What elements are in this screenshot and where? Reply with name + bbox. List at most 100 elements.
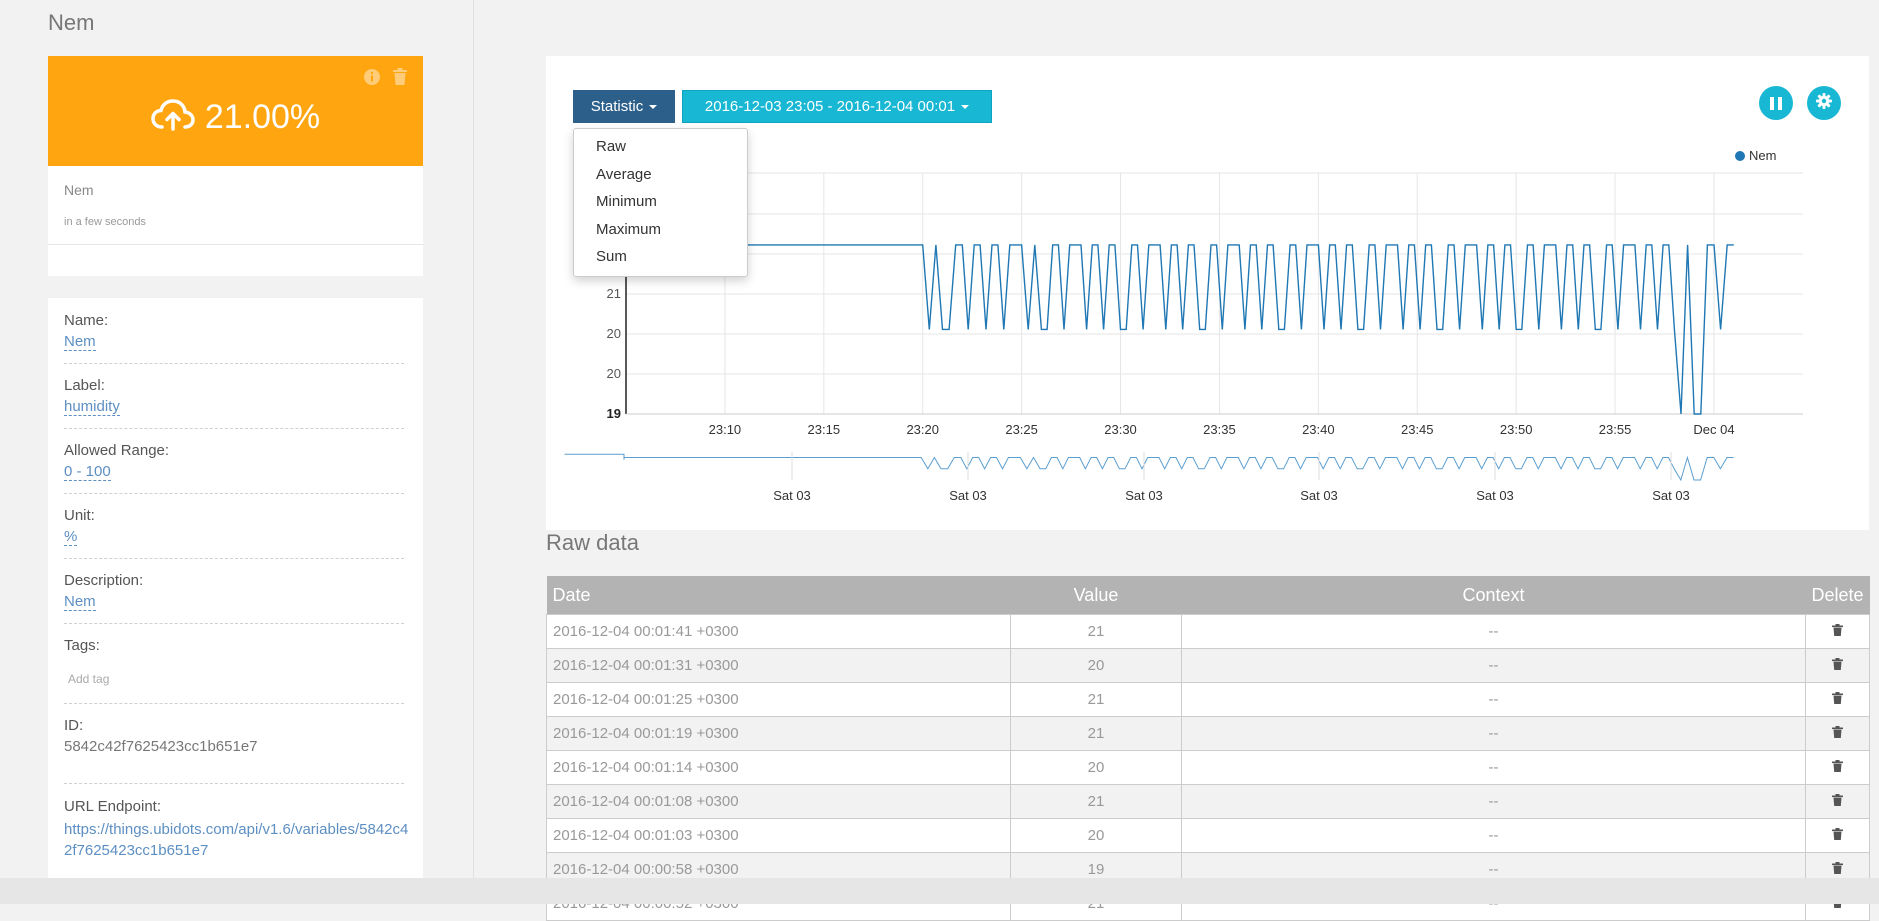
date-range-button[interactable]: 2016-12-03 23:05 - 2016-12-04 00:01 [682,90,992,123]
prop-label: URL Endpoint: [64,798,162,815]
table-row: 2016-12-04 00:01:41 +0300 21 -- [546,614,1870,649]
cell-delete [1805,682,1870,717]
delete-row-trash-icon[interactable] [1832,725,1843,742]
prop-label-field: Label: humidity [64,363,404,429]
cell-date: 2016-12-04 00:01:03 +0300 [546,818,1011,853]
table-row: 2016-12-04 00:01:31 +0300 20 -- [546,648,1870,683]
card-value-row: 21.00% [48,98,423,137]
settings-button[interactable] [1807,86,1841,120]
y-tick-label: 20 [607,366,621,381]
x-tick-label: Dec 04 [1693,422,1734,437]
statistic-label: Statistic [590,98,644,115]
prop-tags: Tags: Add tag [64,623,404,704]
menu-item-raw[interactable]: Raw [596,138,627,155]
cell-delete [1805,614,1870,649]
cell-context: -- [1181,716,1806,751]
left-column [0,0,474,878]
cloud-upload-icon [151,98,195,137]
name-editable[interactable]: Nem [64,333,96,351]
navigator-tick-label: Sat 03 [1652,488,1690,503]
series-line-nem [626,244,1734,415]
cell-date: 2016-12-04 00:01:19 +0300 [546,716,1011,751]
raw-data-title: Raw data [546,530,639,555]
x-tick-label: 23:40 [1302,422,1335,437]
cell-context: -- [1181,784,1806,819]
cell-delete [1805,750,1870,785]
menu-item-average[interactable]: Average [596,165,652,183]
cell-date: 2016-12-04 00:01:14 +0300 [546,750,1011,785]
prop-label: ID: [64,717,84,734]
cell-value: 20 [1010,750,1182,785]
statistic-dropdown-button[interactable]: Statistic [573,90,675,123]
navigator-series [564,453,1734,482]
caret-down-icon [961,104,970,109]
prop-label: Label: [64,377,105,394]
add-tag-input[interactable]: Add tag [68,672,110,686]
cell-context: -- [1181,614,1806,649]
x-tick-label: 23:25 [1005,422,1038,437]
navigator-tick-label: Sat 03 [1125,488,1163,503]
info-icon[interactable] [363,68,381,86]
humidity-line-chart[interactable]: 19 20 20 21 23:10 23:15 23:20 23:25 23:30 23:35 23… [546,56,1869,530]
cell-context: -- [1181,648,1806,683]
x-tick-label: 23:15 [808,422,841,437]
pause-button[interactable] [1759,86,1793,120]
cell-value: 21 [1010,784,1182,819]
cell-value: 20 [1010,648,1182,683]
column-header-delete: Delete [1805,576,1870,615]
navigator-tick-label: Sat 03 [773,488,811,503]
cell-context: -- [1181,750,1806,785]
delete-row-trash-icon[interactable] [1832,827,1843,844]
menu-item-minimum[interactable]: Minimum [596,193,657,210]
cell-date: 2016-12-04 00:01:31 +0300 [546,648,1011,683]
unit-editable[interactable]: % [64,528,78,546]
column-header-date[interactable]: Date [546,576,1011,615]
column-header-context: Context [1181,576,1806,615]
url-endpoint-link[interactable]: https://things.ubidots.com/api/v1.6/vari… [64,821,409,859]
bottom-bar [0,878,1879,904]
prop-label: Unit: [64,507,95,524]
column-header-value[interactable]: Value [1010,576,1182,615]
date-range-label: 2016-12-03 23:05 - 2016-12-04 00:01 [704,98,956,115]
prop-label: Allowed Range: [64,442,170,459]
delete-row-trash-icon[interactable] [1832,793,1843,810]
description-editable[interactable]: Nem [64,593,96,611]
cell-date: 2016-12-04 00:01:08 +0300 [546,784,1011,819]
table-row: 2016-12-04 00:01:08 +0300 21 -- [546,784,1870,819]
cell-delete [1805,648,1870,683]
y-tick-label: 21 [607,286,621,301]
prop-unit: Unit: % [64,493,404,559]
prop-label: Name: [64,312,109,329]
navigator-tick-label: Sat 03 [1300,488,1338,503]
cell-delete [1805,818,1870,853]
raw-data-table: Date Value Context Delete 2016-12-04 00:… [546,576,1870,921]
cell-context: -- [1181,818,1806,853]
delete-row-trash-icon[interactable] [1832,691,1843,708]
table-row: 2016-12-04 00:01:19 +0300 21 -- [546,716,1870,751]
divider [48,244,423,245]
label-editable[interactable]: humidity [64,398,120,416]
prop-name: Name: Nem [64,298,404,364]
last-updated: in a few seconds [64,216,146,228]
x-tick-label: 23:45 [1401,422,1434,437]
cell-value: 21 [1010,716,1182,751]
navigator-tick-label: Sat 03 [949,488,987,503]
statistic-dropdown-menu: Raw Average Minimum Maximum Sum [573,128,748,277]
legend-marker [1735,151,1745,161]
menu-item-sum[interactable]: Sum [596,248,627,265]
y-tick-label: 20 [607,326,621,341]
table-row: 2016-12-04 00:01:25 +0300 21 -- [546,682,1870,717]
delete-row-trash-icon[interactable] [1832,657,1843,674]
cell-value: 20 [1010,818,1182,853]
menu-item-maximum[interactable]: Maximum [596,220,662,238]
cell-date: 2016-12-04 00:01:41 +0300 [546,614,1011,649]
current-value: 21.00% [204,98,321,136]
trash-icon[interactable] [391,68,409,86]
cell-delete [1805,784,1870,819]
range-editable[interactable]: 0 - 100 [64,463,111,481]
card-toolbar [363,68,409,86]
cell-context: -- [1181,682,1806,717]
delete-row-trash-icon[interactable] [1832,623,1843,640]
delete-row-trash-icon[interactable] [1832,861,1843,878]
delete-row-trash-icon[interactable] [1832,759,1843,776]
